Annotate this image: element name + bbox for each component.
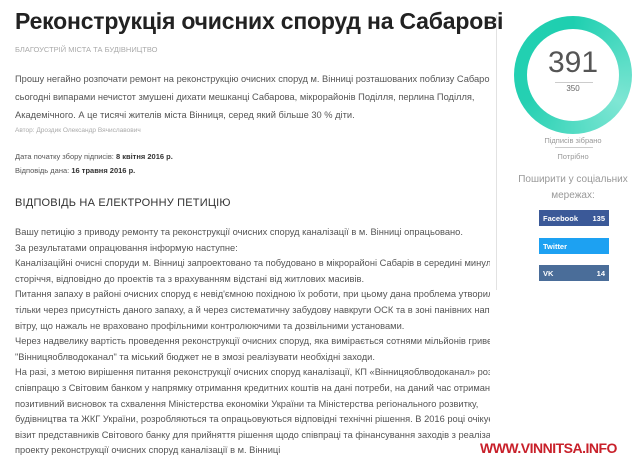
petition-category[interactable]: Благоустрій міста та будівництво [15,45,158,54]
start-date-value: 8 квітня 2016 р. [115,152,173,161]
button-label: Facebook [543,213,579,223]
text-line: сторіччя, відповідно до проектів та з вр… [15,273,365,284]
response-text: Вашу петицію з приводу ремонту та реконс… [15,225,490,459]
divider [555,82,593,83]
text-line: Питання запаху в районі очисних споруд є… [15,289,490,300]
petition-text: Прошу негайно розпочати ремонт на реконс… [15,70,490,124]
text-line: Каналізаційні очисні споруди м. Вінниці … [15,258,490,269]
text-line: проекту реконструкції очисних споруд кан… [15,445,281,456]
page-title: Реконструкція очисних споруд на Сабарові [15,8,504,34]
share-label-line: мережах: [551,190,595,201]
petition-author: Автор: Дроздик Олександр Вячиславович [15,127,141,134]
text-line: візит представників Світового банку для … [15,429,490,440]
button-label: Twitter [543,241,568,251]
text-line: сьогодні випарами нечистот змушені дихат… [15,92,475,102]
response-heading: ВІДПОВІДЬ НА ЕЛЕКТРОННУ ПЕТИЦІЮ [15,197,231,209]
vk-share-button[interactable]: VK 14 [539,265,609,281]
share-label: Поширити у соціальних мережах: [514,172,632,204]
facebook-share-button[interactable]: Facebook 135 [539,210,609,226]
collected-label: Підписів зібрано [544,136,602,145]
answer-date: Відповідь дана: 16 травня 2016 р. [15,166,135,175]
text-line: Академічного. А це тисячі жителів міста … [15,110,355,120]
needed-label: Потрібно [557,152,589,161]
share-count: 14 [596,268,605,278]
share-count: 135 [592,213,605,223]
text-line: вітру, що нажаль не враховано профільним… [15,320,405,331]
button-label: VK [543,268,554,278]
divider [555,147,593,148]
text-line: тільки через присутність даного запаху, … [15,304,490,315]
twitter-share-button[interactable]: Twitter [539,238,609,254]
signatures-needed: 350 [566,84,580,93]
text-line: Прошу негайно розпочати ремонт на реконс… [15,74,490,84]
divider [496,15,497,290]
watermark-logo: WWW.VINNITSA.INFO [480,440,617,456]
signature-progress-ring [514,16,632,134]
start-date-label: Дата початку збору підписів: [15,152,114,161]
text-line: На разі, з метою вирішення питання рекон… [15,367,490,378]
text-line: позитивний висновок та схвалення Міністе… [15,398,479,409]
start-date: Дата початку збору підписів: 8 квітня 20… [15,152,173,161]
text-line: Вашу петицію з приводу ремонту та реконс… [15,227,463,237]
text-line: будівництва та ЖКГ України, розробляютьс… [15,414,490,425]
share-label-line: Поширити у соціальних [518,174,628,185]
signatures-collected: 391 [547,46,599,79]
answer-date-value: 16 травня 2016 р. [71,166,136,175]
answer-date-label: Відповідь дана: [15,166,70,175]
text-line: За результатами опрацювання інформую нас… [15,242,238,253]
text-line: співпрацю з Світовим банком у напрямку о… [15,382,490,393]
text-line: Через надвелику вартість проведення реко… [15,336,490,347]
text-line: "Вінницяоблводоканал" та міський бюджет … [15,351,375,362]
